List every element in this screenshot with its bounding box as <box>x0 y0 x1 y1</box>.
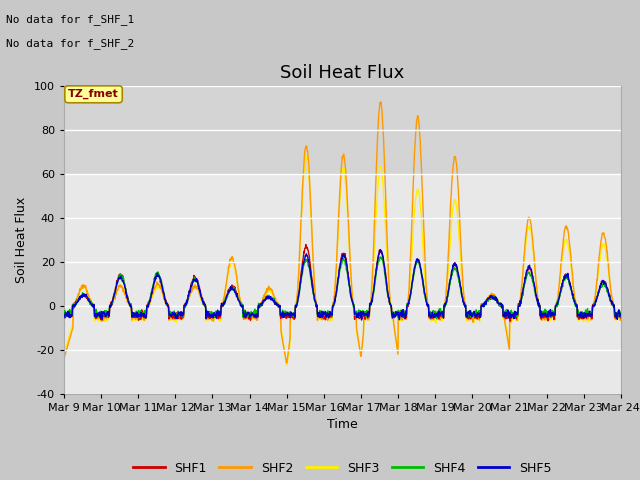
Text: No data for f_SHF_2: No data for f_SHF_2 <box>6 38 134 49</box>
Text: TZ_fmet: TZ_fmet <box>68 89 119 99</box>
Text: No data for f_SHF_1: No data for f_SHF_1 <box>6 14 134 25</box>
Title: Soil Heat Flux: Soil Heat Flux <box>280 64 404 82</box>
Y-axis label: Soil Heat Flux: Soil Heat Flux <box>15 197 28 283</box>
Legend: SHF1, SHF2, SHF3, SHF4, SHF5: SHF1, SHF2, SHF3, SHF4, SHF5 <box>128 456 557 480</box>
X-axis label: Time: Time <box>327 418 358 431</box>
Bar <box>64 86 621 174</box>
